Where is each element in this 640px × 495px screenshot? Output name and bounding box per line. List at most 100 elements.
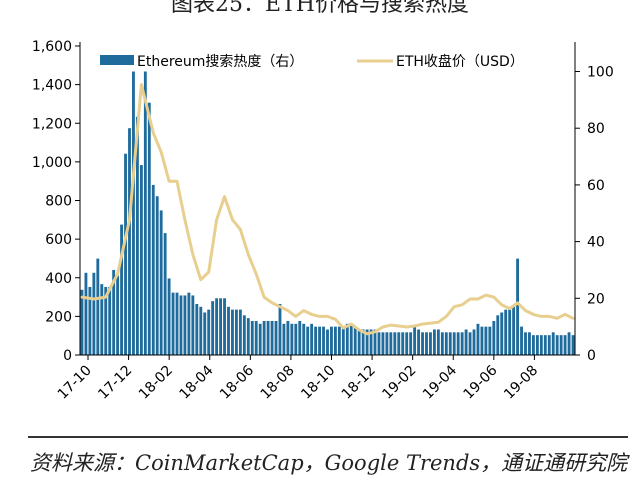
- bar-search-87: [425, 332, 428, 355]
- bar-search-93: [448, 332, 452, 355]
- right-tick-label-2: 40: [587, 235, 605, 251]
- bar-search-98: [468, 332, 472, 355]
- bar-search-84: [413, 326, 417, 355]
- chart: 0 200 400 600 800 1,000 1,200 1,400 1,600 0 20 40 60…: [32, 39, 614, 403]
- bar-search-41: [242, 315, 246, 355]
- right-tick-label-3: 60: [587, 178, 605, 194]
- bar-search-55: [298, 320, 302, 355]
- bar-search-14: [135, 116, 139, 356]
- bar-search-15: [139, 165, 143, 355]
- bar-search-66: [341, 326, 345, 355]
- x-tick-label-4: 18-06: [217, 362, 257, 402]
- bar-search-33: [211, 301, 215, 355]
- x-tick-label-0: 17-10: [55, 363, 95, 403]
- bar-search-99: [472, 329, 476, 355]
- bar-search-30: [199, 306, 203, 355]
- bar-search-77: [385, 332, 389, 355]
- bar-search-117: [543, 335, 547, 355]
- bar-search-39: [234, 309, 238, 355]
- bar-search-86: [421, 332, 424, 355]
- bar-search-37: [227, 306, 230, 355]
- bar-search-103: [488, 326, 492, 355]
- bar-search-83: [409, 332, 413, 355]
- right-tick-label-0: 0: [587, 348, 596, 364]
- x-tick-label-10: 19-06: [461, 362, 501, 402]
- bar-search-91: [440, 332, 444, 355]
- bar-search-32: [207, 309, 211, 355]
- bar-search-24: [175, 292, 179, 355]
- bar-search-2: [88, 286, 92, 355]
- bar-search-104: [492, 320, 496, 355]
- left-tick-label-7: 1,400: [32, 78, 72, 94]
- bar-search-47: [266, 320, 270, 355]
- bar-search-73: [369, 329, 373, 355]
- bar-search-10: [120, 224, 123, 355]
- x-tick-label-2: 18-02: [136, 363, 176, 403]
- bar-search-63: [330, 326, 333, 355]
- bar-search-0: [80, 289, 84, 355]
- bar-search-23: [171, 292, 175, 355]
- bar-search-40: [238, 309, 242, 355]
- x-tick-label-6: 18-10: [298, 363, 338, 403]
- bar-search-19: [155, 196, 159, 355]
- bar-search-112: [524, 332, 527, 355]
- bar-search-101: [480, 326, 484, 355]
- left-tick-label-3: 600: [45, 232, 72, 248]
- bar-search-13: [132, 71, 135, 355]
- bar-search-75: [377, 332, 381, 355]
- bar-search-29: [195, 303, 199, 355]
- bar-search-94: [452, 332, 456, 355]
- left-tick-label-2: 400: [45, 271, 72, 287]
- bar-search-81: [401, 332, 405, 355]
- bar-search-90: [436, 329, 440, 355]
- bar-search-88: [429, 332, 432, 355]
- bar-search-3: [92, 272, 96, 355]
- left-tick-label-6: 1,200: [32, 116, 72, 132]
- right-tick-label-1: 20: [587, 291, 605, 307]
- bar-search-46: [262, 320, 266, 355]
- bar-search-31: [203, 312, 207, 355]
- bar-search-67: [345, 323, 349, 355]
- bar-search-97: [464, 329, 468, 355]
- bar-search-68: [349, 323, 353, 355]
- x-tick-label-8: 19-02: [379, 363, 419, 403]
- bar-search-45: [258, 323, 262, 355]
- figure-title: 图表25：ETH价格与搜索热度: [171, 0, 469, 17]
- left-tick-label-4: 800: [45, 194, 72, 210]
- bar-search-25: [179, 295, 183, 355]
- source-divider: [28, 436, 628, 438]
- bar-search-62: [326, 329, 329, 355]
- bar-search-53: [290, 323, 294, 355]
- bar-search-69: [353, 326, 357, 355]
- bar-search-59: [314, 326, 318, 355]
- legend-swatch-search: [100, 55, 134, 65]
- bar-search-5: [100, 284, 104, 355]
- source-note: 资料来源：CoinMarketCap，Google Trends，通证通研究院: [30, 451, 628, 475]
- bar-search-48: [270, 320, 274, 355]
- bar-search-82: [405, 332, 409, 355]
- bar-search-22: [167, 278, 171, 355]
- left-tick-label-0: 0: [63, 348, 72, 364]
- bar-search-102: [484, 326, 488, 355]
- bar-search-124: [571, 335, 575, 355]
- bar-search-34: [215, 298, 219, 355]
- legend-label-search: Ethereum搜索热度（右）: [137, 53, 303, 70]
- bar-search-109: [512, 306, 516, 355]
- bar-search-85: [417, 329, 420, 355]
- bar-search-54: [294, 323, 298, 355]
- bar-search-50: [278, 303, 282, 355]
- bar-search-96: [460, 332, 464, 355]
- bar-search-92: [444, 332, 448, 355]
- bar-search-20: [159, 210, 163, 355]
- bar-search-18: [151, 184, 155, 355]
- bar-search-100: [476, 323, 480, 355]
- bar-search-78: [389, 332, 393, 355]
- bar-search-111: [520, 326, 523, 355]
- bar-search-35: [219, 298, 222, 355]
- bar-search-64: [333, 326, 337, 355]
- bar-search-71: [361, 329, 365, 355]
- bar-search-74: [373, 329, 377, 355]
- bar-search-12: [128, 128, 131, 355]
- bar-search-58: [310, 323, 314, 355]
- bar-search-65: [337, 326, 341, 355]
